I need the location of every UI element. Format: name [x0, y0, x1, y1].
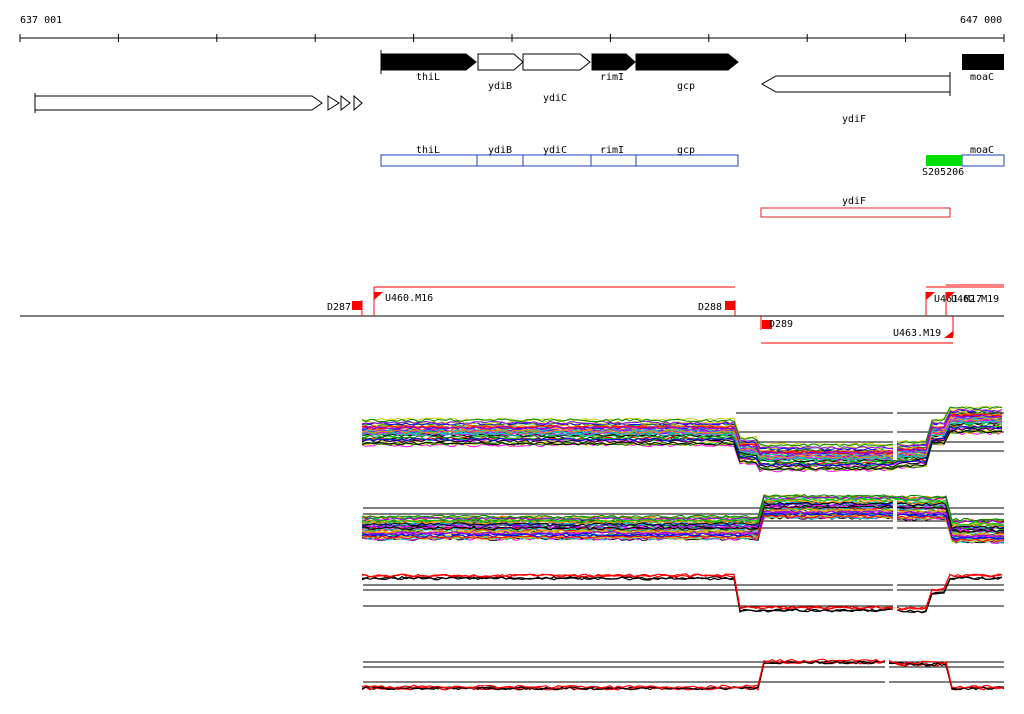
gene-thiL[interactable]: thiL [380, 50, 477, 83]
highlight-label: S205206 [922, 167, 964, 178]
track1-line-34 [361, 420, 1003, 462]
gene-label-thiL: thiL [416, 72, 440, 83]
track2-line-38 [361, 493, 1004, 522]
track1-line-26 [361, 412, 1003, 454]
track1-line-36 [361, 417, 1003, 459]
transcript-reverse-ydiF: ydiF [760, 196, 951, 218]
track-gap-2 [893, 560, 897, 615]
feature-label-D287: D287 [327, 302, 351, 313]
gene-label-ydiF: ydiF [842, 114, 866, 125]
gene-ydiF[interactable]: ydiF [760, 72, 951, 125]
transcript-label-thiL: thiL [416, 145, 440, 156]
feature-U461.M17[interactable]: U461.M17 [926, 292, 982, 305]
track-gap-3 [885, 650, 889, 690]
transcript-label-ydiC: ydiC [543, 145, 567, 156]
gene-label-gcp: gcp [677, 81, 695, 92]
feature-label-U460.M16: U460.M16 [385, 293, 433, 304]
track1-line-31 [361, 425, 1003, 467]
gene-label-ydiC: ydiC [543, 93, 567, 104]
track1-line-37 [361, 414, 1003, 455]
feature-U460.M16[interactable]: U460.M16 [374, 292, 433, 304]
feature-D289[interactable]: D289 [762, 319, 793, 330]
track-gap-0 [893, 400, 897, 460]
gene-label-moaC: moaC [970, 72, 994, 83]
feature-track [20, 284, 1004, 344]
track1-line-32 [361, 425, 1003, 467]
track3-line-3 [361, 573, 1003, 611]
unnamed-gene-arrows [34, 93, 363, 113]
track4-line-0 [361, 660, 1005, 691]
transcript-label-ydiB: ydiB [488, 145, 512, 156]
track1-line-10 [361, 424, 1003, 466]
feature-label-D289: D289 [769, 319, 793, 330]
gene-rimI[interactable]: rimI [591, 53, 636, 83]
track4-line-3 [361, 658, 1005, 689]
track1-line-27 [361, 408, 1003, 450]
transcript-label-rimI: rimI [600, 145, 624, 156]
feature-label-U461.M17: U461.M17 [934, 294, 982, 305]
feature-D287[interactable]: D287 [327, 301, 362, 313]
feature-label-D288: D288 [698, 302, 722, 313]
gene-label-ydiB: ydiB [488, 81, 512, 92]
ruler-start-label: 637 001 [20, 15, 62, 26]
highlight-region[interactable]: S205206 [922, 155, 964, 178]
gene-label-rimI: rimI [600, 72, 624, 83]
track-gap-1 [893, 500, 897, 540]
feature-D288[interactable]: D288 [698, 301, 735, 313]
gene-ydiC[interactable]: ydiC [522, 53, 591, 104]
track3-line-0 [361, 575, 1003, 614]
track1-line-39 [361, 429, 1003, 471]
gene-ydiB[interactable]: ydiB [477, 53, 524, 92]
ruler: 637 001 647 000 [19, 15, 1005, 42]
feature-label-U462.M19: U462.M19 [951, 294, 999, 305]
transcript-label-moaC: moaC [970, 145, 994, 156]
feature-U463.M19[interactable]: U463.M19 [893, 328, 953, 339]
track3-line-2 [361, 576, 1003, 614]
gene-moaC[interactable]: moaC [962, 54, 1004, 83]
transcript-rev-label-ydiF: ydiF [842, 196, 866, 207]
track1-line-28 [361, 406, 1003, 448]
transcripts-forward: thiL ydiB ydiC rimI gcp moaC [380, 145, 1005, 167]
feature-label-U463.M19: U463.M19 [893, 328, 941, 339]
track1-line-15 [361, 406, 1003, 447]
expression-tracks [361, 400, 1005, 691]
ruler-end-label: 647 000 [960, 15, 1002, 26]
feature-U462.M19[interactable]: U462.M19 [946, 292, 999, 305]
track1-line-20 [361, 413, 1003, 455]
gene-gcp[interactable]: gcp [635, 53, 739, 92]
transcript-label-gcp: gcp [677, 145, 695, 156]
